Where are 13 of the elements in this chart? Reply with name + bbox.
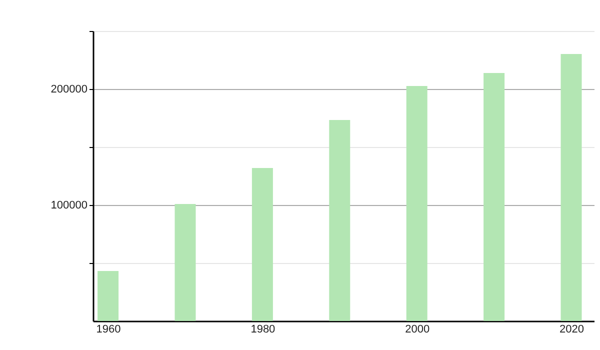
bar <box>252 168 273 321</box>
y-tick-label: 100000 <box>50 200 88 212</box>
bar <box>174 204 196 321</box>
x-tick-label: 1960 <box>96 324 121 336</box>
x-tick-label: 1980 <box>250 324 276 336</box>
y-tick-label: 200000 <box>50 84 88 96</box>
x-tick-label: 2020 <box>560 324 584 336</box>
bar <box>560 54 582 321</box>
bar <box>484 72 505 321</box>
x-tick-label: 2000 <box>405 324 430 336</box>
bar <box>406 86 428 321</box>
bar <box>329 120 350 321</box>
bar <box>98 271 119 321</box>
